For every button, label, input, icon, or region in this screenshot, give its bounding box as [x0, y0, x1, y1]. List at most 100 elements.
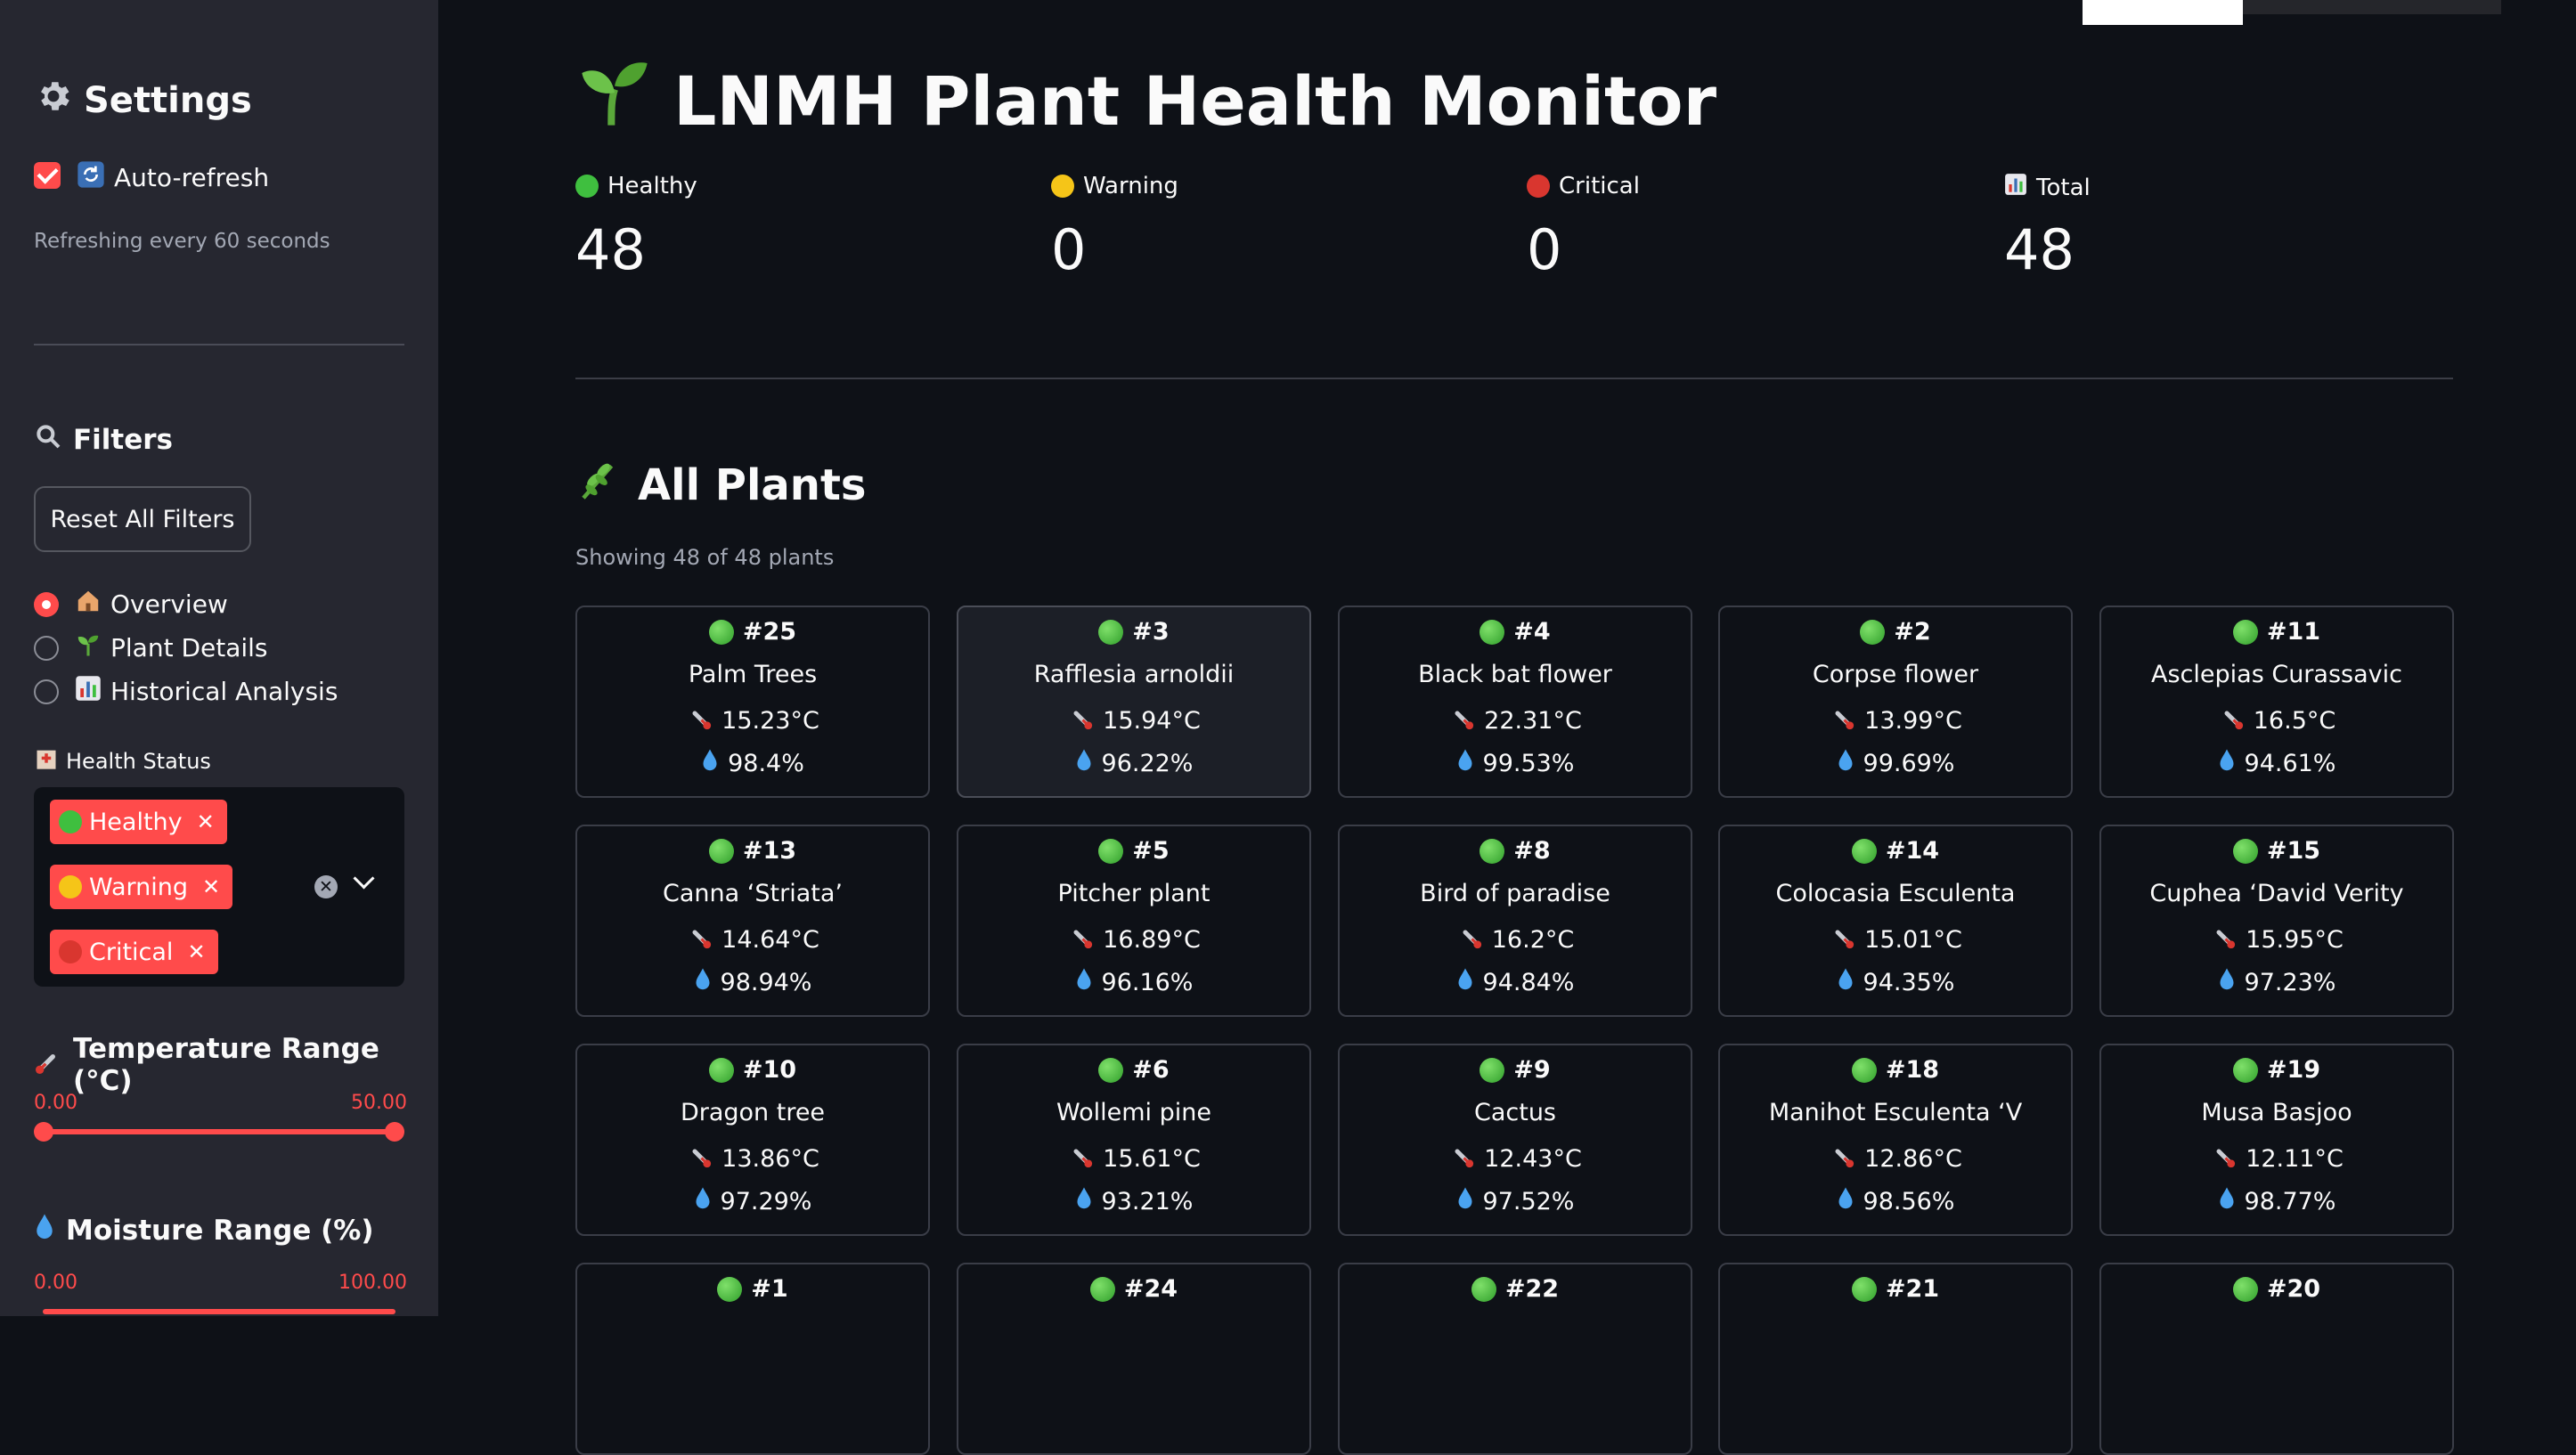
- plant-name: Bird of paradise: [1420, 880, 1610, 907]
- temperature-slider-track[interactable]: [43, 1129, 395, 1134]
- auto-refresh-checkbox[interactable]: [34, 162, 61, 189]
- plant-card[interactable]: #19 Musa Basjoo 12.11°C 98.77%: [2099, 1044, 2454, 1236]
- plant-temp-row: 13.99°C: [1720, 704, 2071, 737]
- green-circle-icon: [1860, 619, 1886, 645]
- metric-total-value: 48: [2004, 217, 2075, 282]
- plant-temp-row: 22.31°C: [1340, 704, 1691, 737]
- plant-card[interactable]: #3 Rafflesia arnoldii 15.94°C 96.22%: [957, 606, 1311, 798]
- chip-critical[interactable]: Critical ✕: [50, 930, 218, 974]
- plant-card[interactable]: #11 Asclepias Curassavic 16.5°C 94.61%: [2099, 606, 2454, 798]
- plant-card[interactable]: #24: [957, 1263, 1311, 1455]
- green-circle-icon: [2232, 619, 2258, 645]
- droplet-icon: [1075, 1186, 1093, 1217]
- plant-id: #6: [1132, 1056, 1170, 1084]
- plant-card[interactable]: #4 Black bat flower 22.31°C 99.53%: [1338, 606, 1692, 798]
- magnifier-icon: [34, 422, 62, 458]
- plant-temp: 22.31°C: [1484, 707, 1582, 735]
- thermometer-icon: [1067, 923, 1094, 956]
- plant-name: Canna ‘Striata’: [663, 880, 843, 907]
- plant-moisture-row: 99.69%: [1720, 748, 2071, 779]
- close-icon[interactable]: ✕: [202, 874, 221, 899]
- plant-card[interactable]: #10 Dragon tree 13.86°C 97.29%: [575, 1044, 930, 1236]
- plant-moisture: 96.16%: [1101, 969, 1194, 996]
- plant-temp-row: 15.23°C: [577, 704, 928, 737]
- green-circle-icon: [2232, 838, 2258, 864]
- metric-label-text: Healthy: [607, 173, 697, 199]
- chip-healthy[interactable]: Healthy ✕: [50, 800, 227, 844]
- plant-moisture-row: 98.56%: [1720, 1186, 2071, 1217]
- clear-all-icon[interactable]: ✕: [314, 875, 338, 898]
- plant-card[interactable]: #9 Cactus 12.43°C 97.52%: [1338, 1044, 1692, 1236]
- nav-overview[interactable]: Overview: [75, 588, 228, 621]
- plant-card[interactable]: #5 Pitcher plant 16.89°C 96.16%: [957, 825, 1311, 1017]
- plant-temp-row: 16.89°C: [958, 923, 1309, 956]
- plant-card[interactable]: #2 Corpse flower 13.99°C 99.69%: [1718, 606, 2073, 798]
- temperature-min-value: 0.00: [34, 1092, 77, 1114]
- chip-critical-label: Critical: [89, 938, 174, 966]
- moisture-slider-track[interactable]: [43, 1309, 395, 1314]
- plant-id: #3: [1132, 618, 1170, 646]
- plant-id: #21: [1885, 1275, 1940, 1303]
- temperature-max-handle[interactable]: [385, 1122, 404, 1142]
- plant-id: #1: [751, 1275, 788, 1303]
- plant-card[interactable]: #25 Palm Trees 15.23°C 98.4%: [575, 606, 930, 798]
- plant-card[interactable]: #18 Manihot Esculenta ‘V 12.86°C 98.56%: [1718, 1044, 2073, 1236]
- plant-card[interactable]: #21: [1718, 1263, 2073, 1455]
- plant-moisture: 98.94%: [720, 969, 812, 996]
- plant-temp: 12.11°C: [2246, 1145, 2344, 1173]
- chip-healthy-label: Healthy: [89, 808, 183, 836]
- plant-temp: 13.99°C: [1864, 707, 1962, 735]
- plant-temp: 15.01°C: [1864, 926, 1962, 954]
- plant-temp: 15.94°C: [1103, 707, 1201, 735]
- plant-moisture: 97.29%: [720, 1188, 812, 1215]
- plant-card[interactable]: #6 Wollemi pine 15.61°C 93.21%: [957, 1044, 1311, 1236]
- nav-plant-details[interactable]: Plant Details: [75, 631, 268, 664]
- green-circle-icon: [1098, 1057, 1124, 1083]
- thermometer-icon: [1456, 923, 1483, 956]
- droplet-icon: [2218, 1186, 2236, 1217]
- chip-warning[interactable]: Warning ✕: [50, 865, 233, 909]
- plant-card[interactable]: #14 Colocasia Esculenta 15.01°C 94.35%: [1718, 825, 2073, 1017]
- plant-card[interactable]: #20: [2099, 1263, 2454, 1455]
- metric-label-text: Critical: [1559, 173, 1640, 199]
- nav-historical-analysis[interactable]: Historical Analysis: [75, 675, 338, 708]
- radio-overview[interactable]: [34, 592, 59, 617]
- temperature-min-handle[interactable]: [34, 1122, 53, 1142]
- thermometer-icon: [1067, 704, 1094, 737]
- plant-id: #14: [1885, 837, 1940, 865]
- overlay-dark-block: [2243, 0, 2501, 14]
- chevron-down-icon[interactable]: [353, 867, 375, 890]
- close-icon[interactable]: ✕: [196, 809, 215, 834]
- health-status-multiselect[interactable]: Healthy ✕ Warning ✕ Critical ✕ ✕: [34, 787, 404, 987]
- radio-plant-details[interactable]: [34, 636, 59, 661]
- green-circle-icon: [575, 175, 599, 198]
- plant-card[interactable]: #13 Canna ‘Striata’ 14.64°C 98.94%: [575, 825, 930, 1017]
- plant-temp-row: 13.86°C: [577, 1142, 928, 1175]
- gear-icon: [34, 77, 73, 125]
- plant-name: Palm Trees: [688, 661, 818, 688]
- thermometer-icon: [1448, 704, 1475, 737]
- plant-temp-row: 12.86°C: [1720, 1142, 2071, 1175]
- overlay-white-block: [2083, 0, 2243, 25]
- close-icon[interactable]: ✕: [187, 939, 206, 964]
- plant-id-row: #6: [958, 1056, 1309, 1084]
- plant-temp: 14.64°C: [721, 926, 819, 954]
- plant-moisture: 99.69%: [1863, 750, 1955, 777]
- plant-id-row: #4: [1340, 618, 1691, 646]
- plant-name: Pitcher plant: [1057, 880, 1211, 907]
- plant-temp: 16.5°C: [2253, 707, 2336, 735]
- plant-card[interactable]: #15 Cuphea ‘David Verity 15.95°C 97.23%: [2099, 825, 2454, 1017]
- section-divider: [575, 378, 2453, 379]
- plant-moisture-row: 96.16%: [958, 967, 1309, 998]
- reset-filters-button[interactable]: Reset All Filters: [34, 486, 251, 552]
- plant-name: Cactus: [1473, 1099, 1556, 1126]
- droplet-icon: [34, 1213, 55, 1248]
- green-circle-icon: [717, 1276, 743, 1302]
- radio-historical-analysis[interactable]: [34, 679, 59, 704]
- plant-card[interactable]: #1: [575, 1263, 930, 1455]
- plant-card[interactable]: #22: [1338, 1263, 1692, 1455]
- plant-card[interactable]: #8 Bird of paradise 16.2°C 94.84%: [1338, 825, 1692, 1017]
- bar-chart-icon: [75, 675, 102, 708]
- auto-refresh-label-row[interactable]: Auto-refresh: [77, 160, 269, 195]
- settings-heading: Settings: [34, 77, 252, 125]
